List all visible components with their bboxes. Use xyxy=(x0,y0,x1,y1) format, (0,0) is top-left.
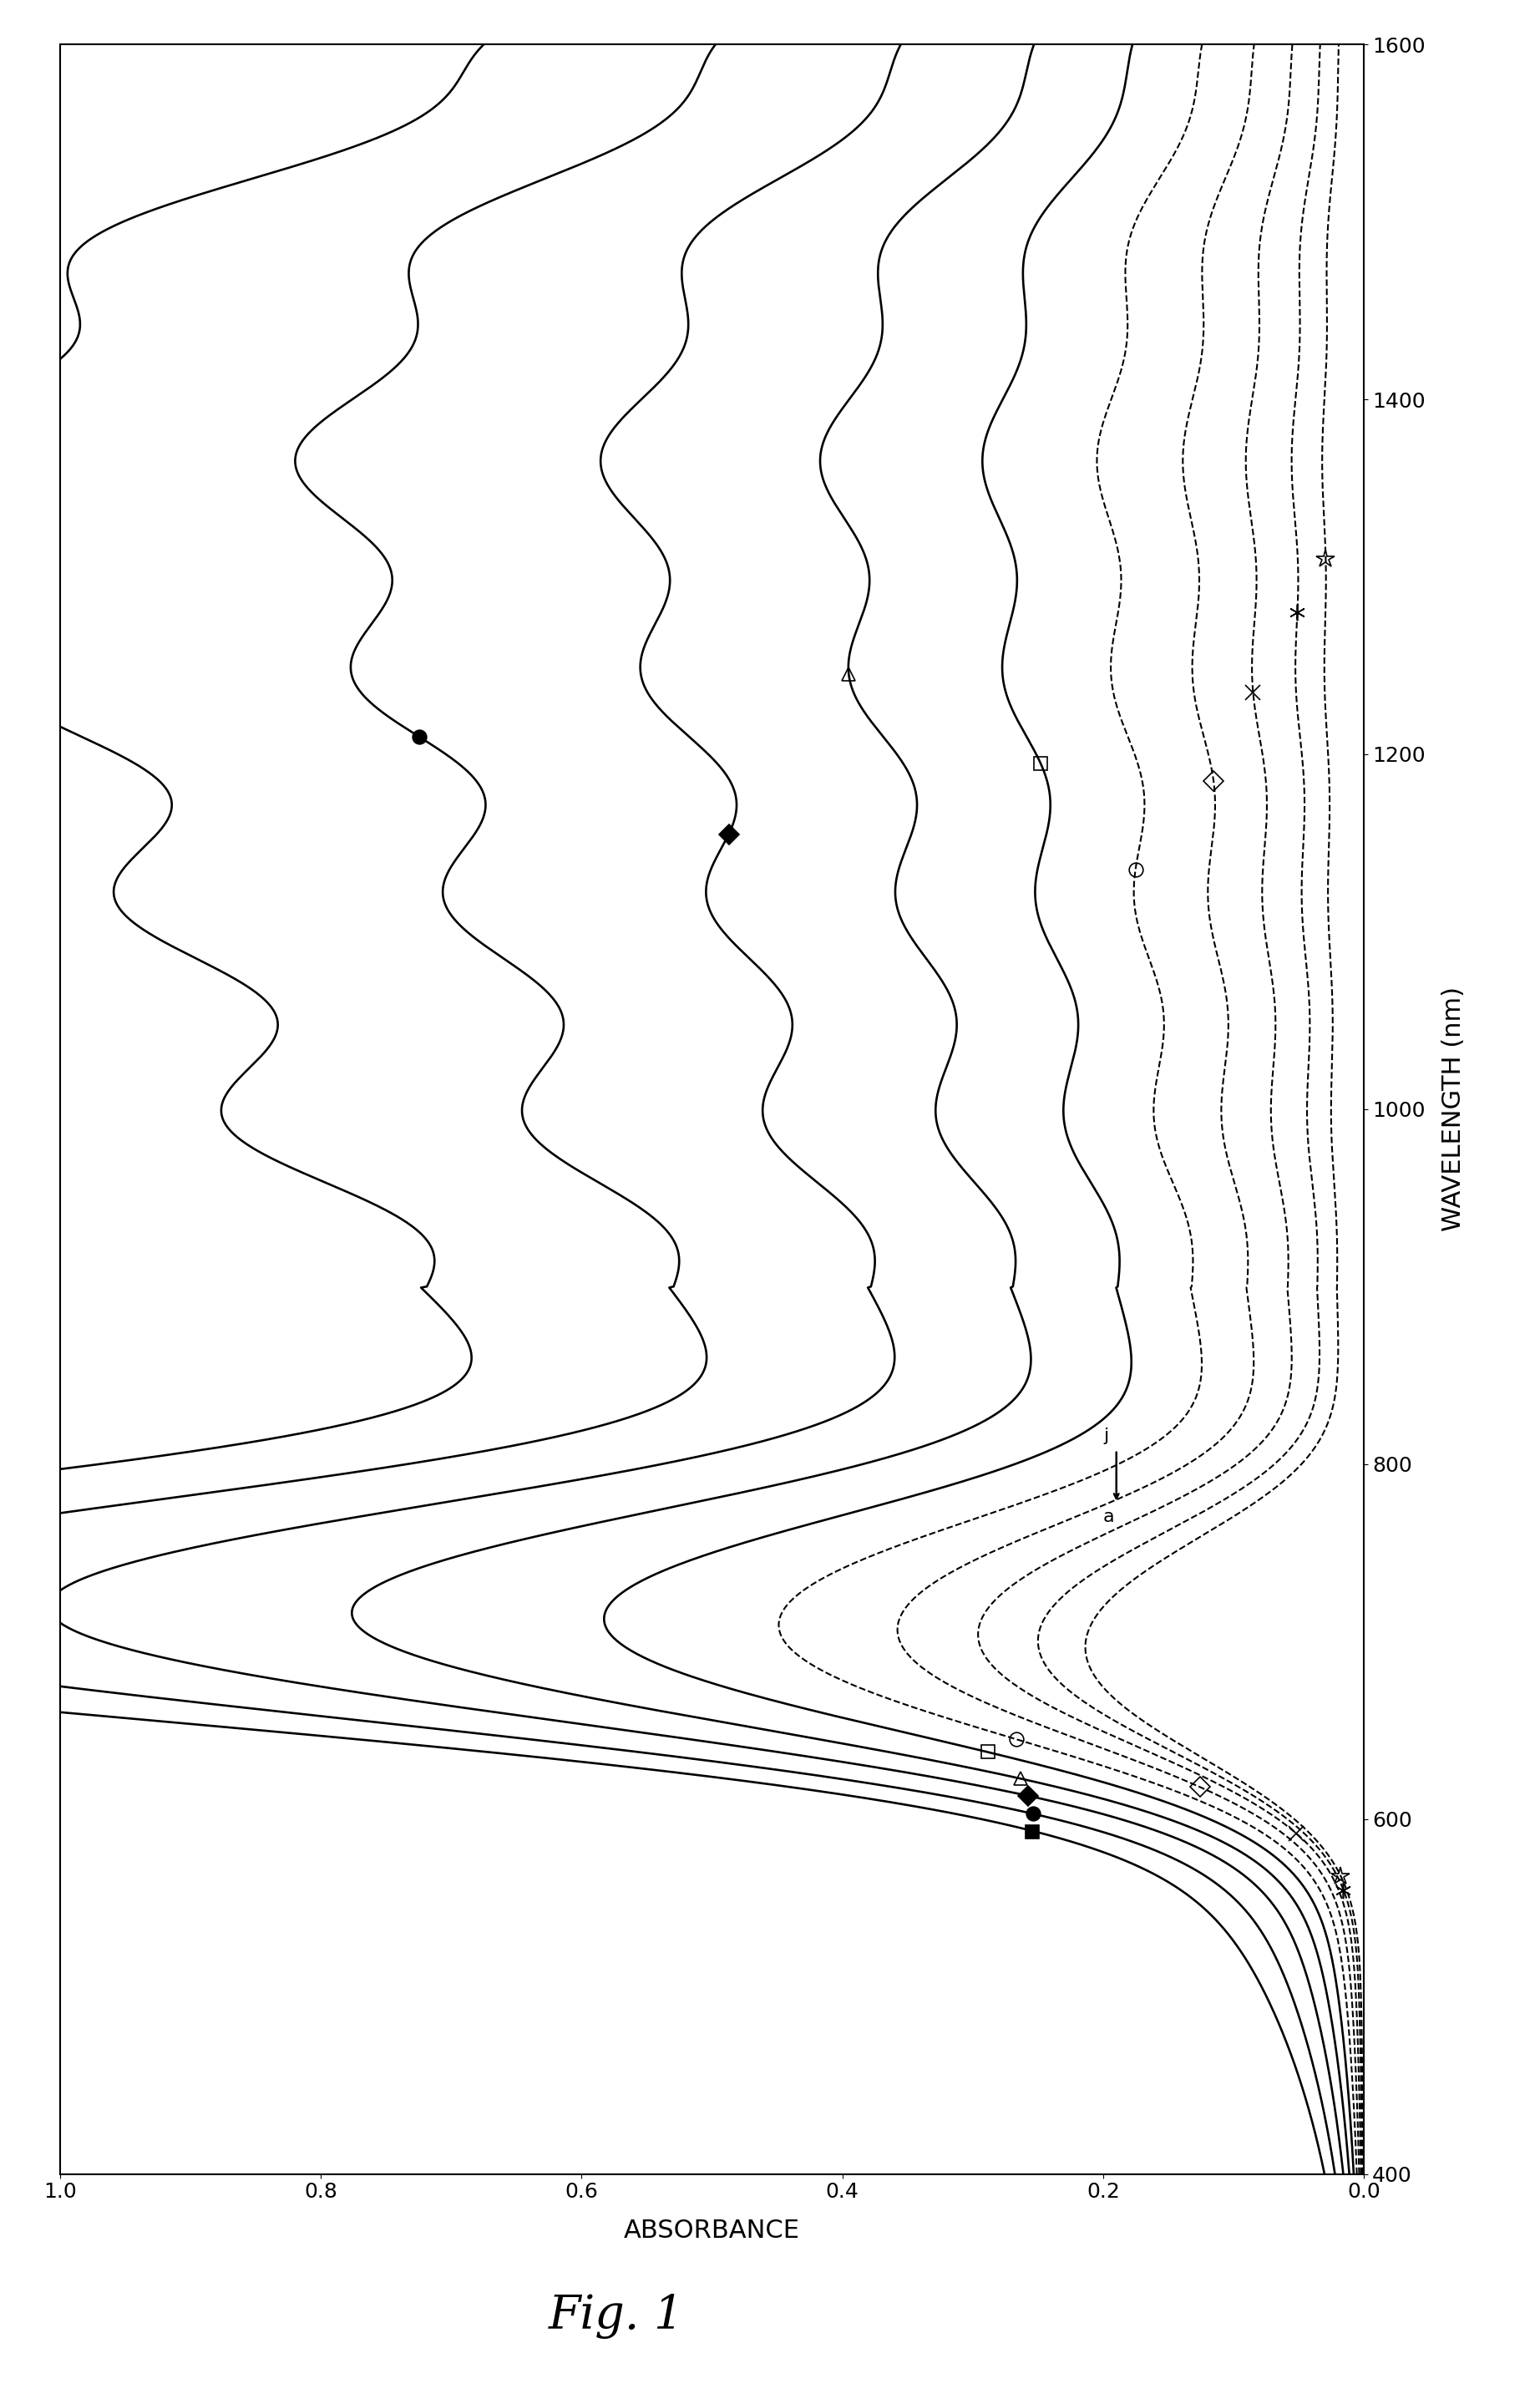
Text: j: j xyxy=(1103,1427,1109,1444)
Text: a: a xyxy=(1103,1509,1115,1526)
Text: Fig. 1: Fig. 1 xyxy=(548,2293,684,2339)
X-axis label: ABSORBANCE: ABSORBANCE xyxy=(624,2219,801,2243)
Y-axis label: WAVELENGTH (nm): WAVELENGTH (nm) xyxy=(1441,986,1466,1231)
